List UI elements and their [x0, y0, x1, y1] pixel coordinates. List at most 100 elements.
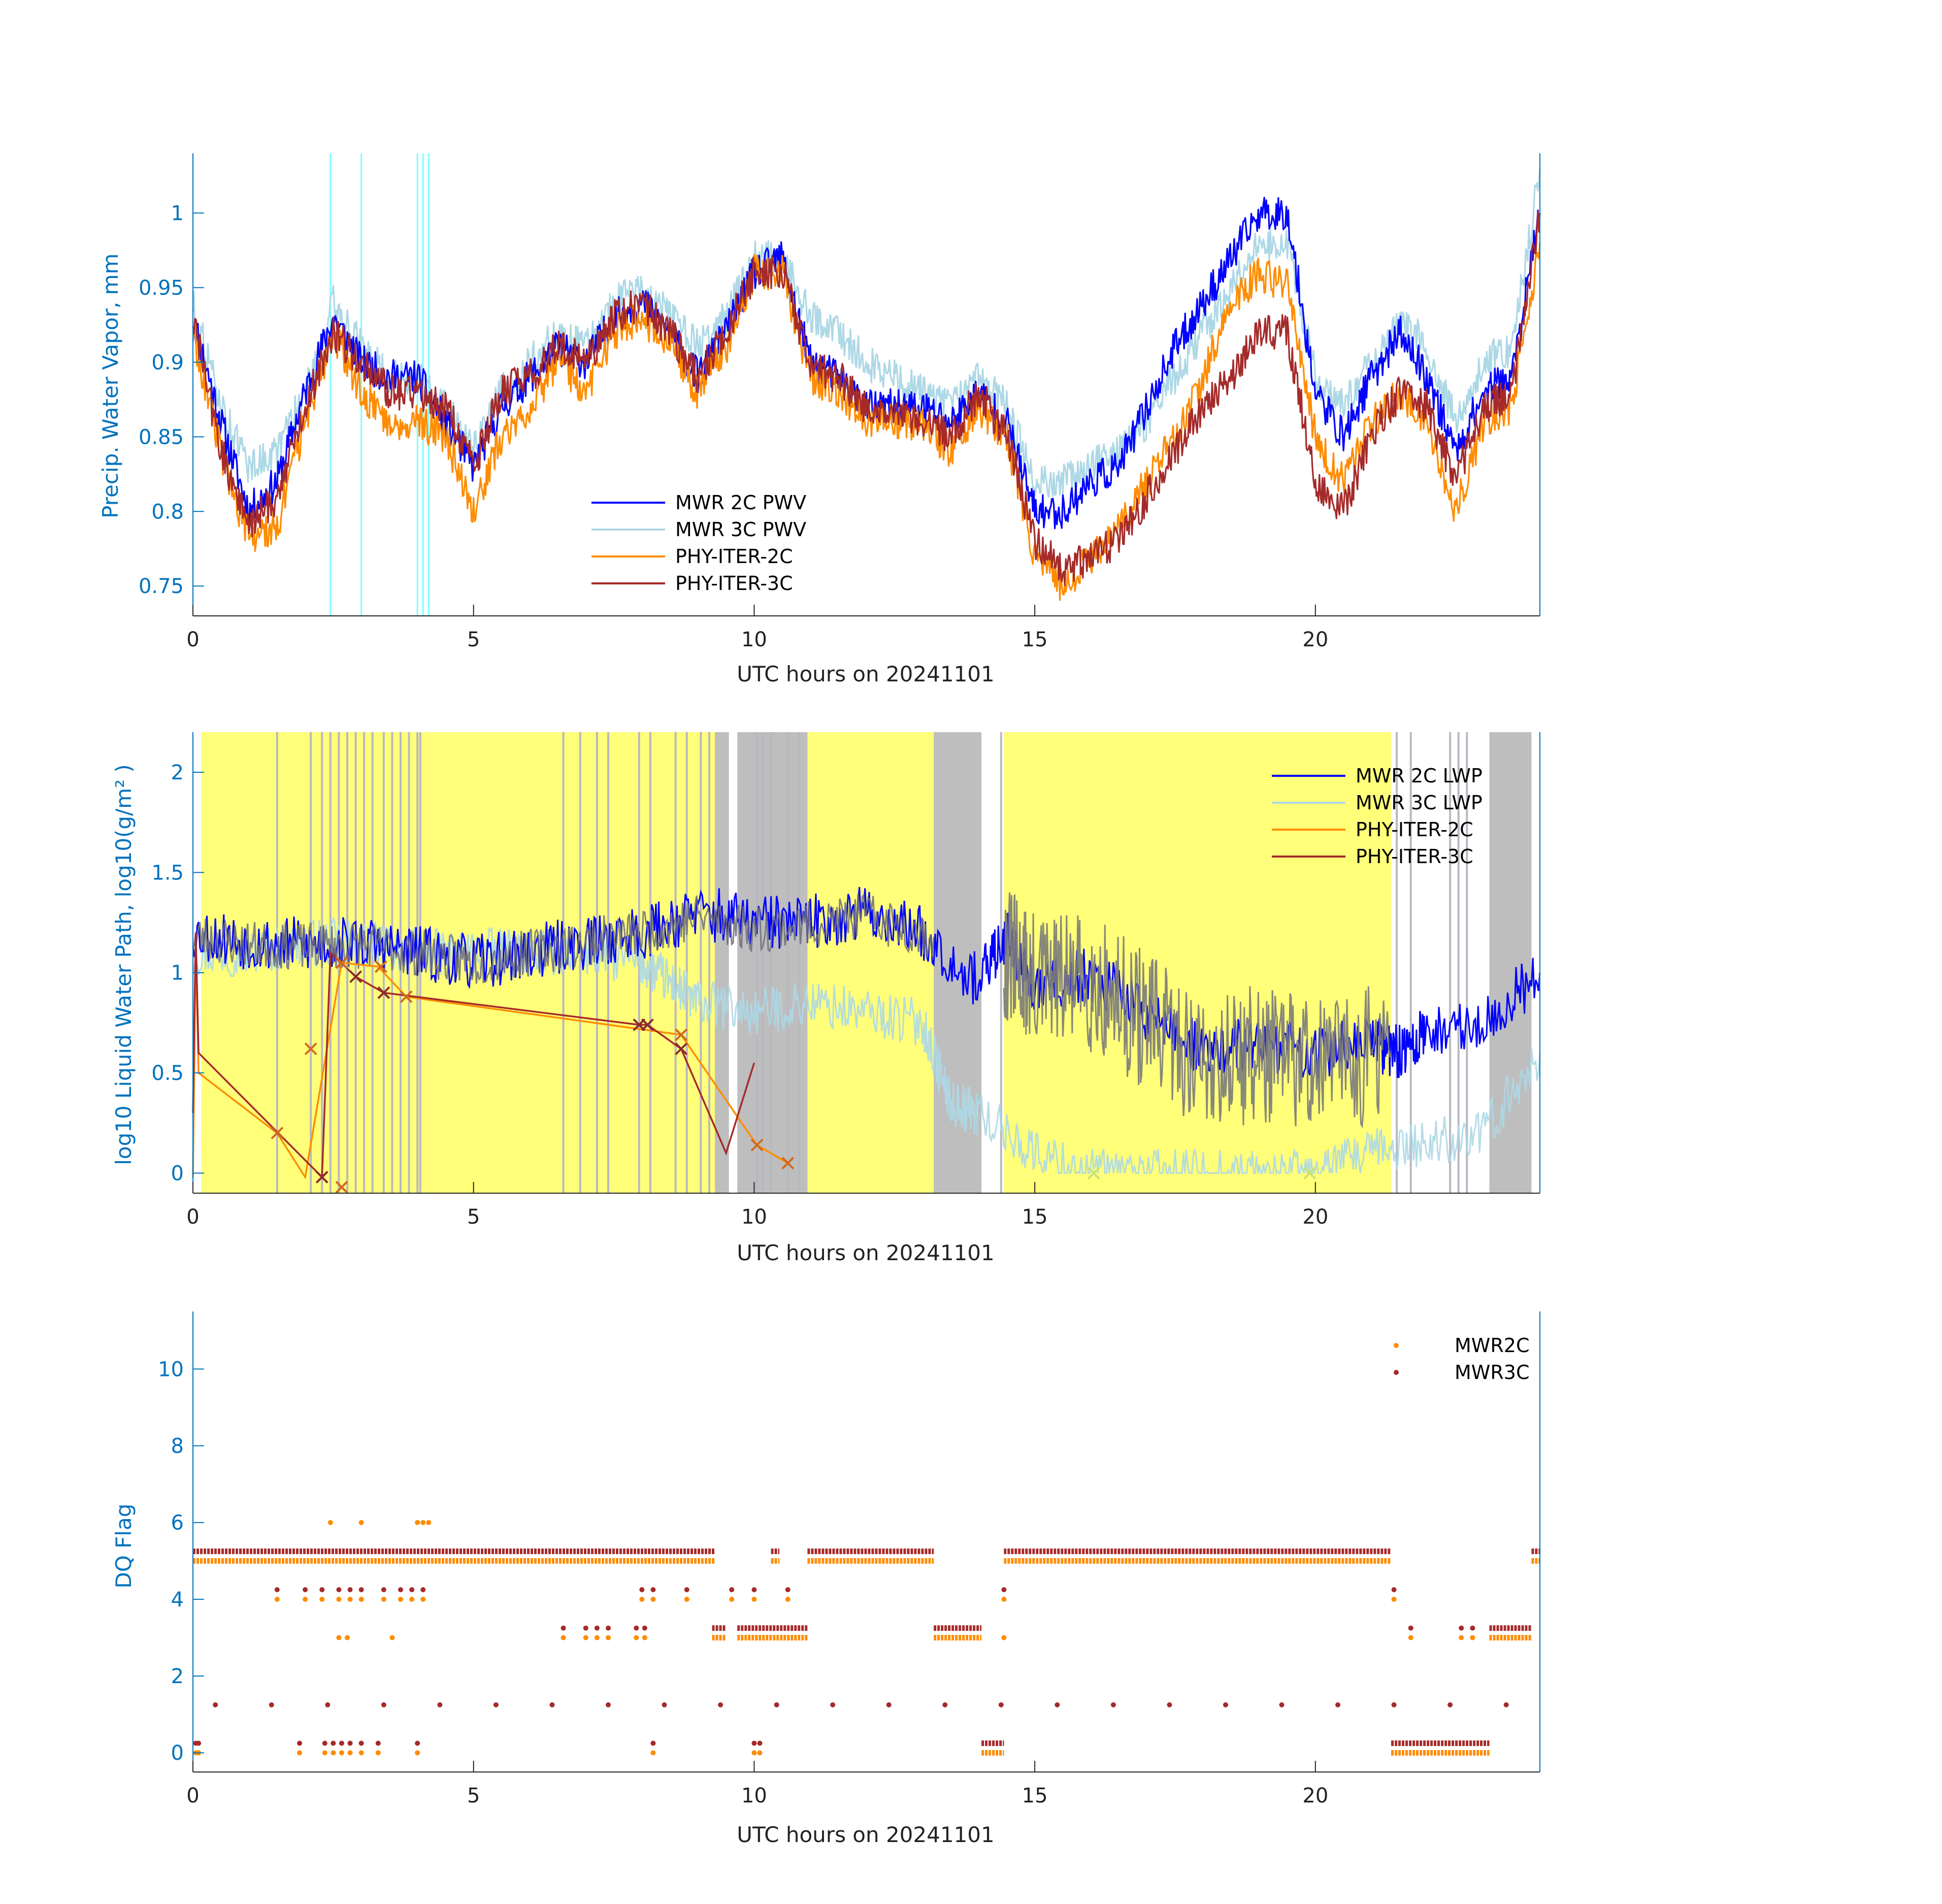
x-marker [781, 1157, 795, 1170]
shaded-overlay-line [1003, 893, 1392, 1129]
dq-series [193, 1520, 1540, 1756]
dq-point [415, 1741, 420, 1746]
x-marker [374, 960, 387, 973]
lwp-legend: MWR 2C LWP MWR 3C LWP PHY-ITER-2C PHY-ITER-… [1272, 765, 1483, 868]
dq-point [358, 1520, 364, 1525]
dq-point [331, 1750, 336, 1756]
dq-point [650, 1587, 656, 1592]
legend-label: MWR3C [1455, 1361, 1529, 1384]
dq-point [757, 1741, 763, 1746]
dq-point [650, 1750, 656, 1756]
dq-point [650, 1741, 656, 1746]
dq-panel: 0 5 10 15 20 0 2 4 6 8 10 UTC hours on 20241101 DQ… [111, 1311, 1540, 1847]
y-tick-label: 0.8 [151, 500, 184, 523]
dq-point [426, 1520, 432, 1525]
dq-point [322, 1741, 327, 1746]
legend-swatch [1394, 1343, 1399, 1348]
dq-point [297, 1741, 303, 1746]
dq-point [437, 1702, 443, 1708]
dq-point [274, 1587, 280, 1592]
x-tick-label: 5 [467, 1205, 480, 1229]
dq-point [662, 1702, 667, 1708]
dq-point [583, 1635, 588, 1640]
dq-point [729, 1587, 735, 1592]
x-marker [675, 1028, 688, 1041]
dq-point [331, 1741, 336, 1746]
y-tick-label: 0.85 [139, 425, 184, 449]
y-tick-label: 0.95 [139, 276, 184, 300]
pwv-x-axis-label: UTC hours on 20241101 [737, 662, 995, 686]
yellow-span [807, 732, 934, 1193]
dq-point [420, 1520, 426, 1525]
dq-point [319, 1587, 325, 1592]
y-tick-label: 8 [171, 1435, 184, 1458]
dq-point [774, 1702, 779, 1708]
y-tick-label: 0 [171, 1162, 184, 1186]
y-tick-label: 0.9 [151, 351, 184, 374]
dq-point [339, 1741, 344, 1746]
dq-point [751, 1587, 757, 1592]
pwv-y-axis-label: Precip. Water Vapor, mm [98, 253, 123, 518]
dq-point [322, 1750, 327, 1756]
x-marker [675, 1042, 688, 1056]
dq-point [639, 1596, 645, 1602]
dq-point [398, 1596, 404, 1602]
x-marker [271, 1127, 284, 1139]
dq-point [751, 1741, 757, 1746]
x-marker [315, 1171, 328, 1184]
series-line [192, 916, 1541, 1176]
y-tick-label: 2 [171, 761, 184, 784]
x-tick-label: 20 [1302, 628, 1328, 651]
dq-point [358, 1596, 364, 1602]
dq-point [594, 1625, 600, 1631]
lwp-series [192, 887, 1541, 1194]
dq-point [325, 1702, 331, 1708]
dq-point [1391, 1596, 1397, 1602]
dq-point [1001, 1587, 1007, 1592]
dq-point [1470, 1635, 1475, 1640]
dq-point [415, 1750, 420, 1756]
dq-point [1055, 1702, 1060, 1708]
pwv-legend: MWR 2C PWV MWR 3C PWV PHY-ITER-2C PHY-ITER-… [591, 491, 806, 595]
x-tick-label: 0 [186, 1205, 199, 1229]
dq-point [358, 1750, 364, 1756]
series-line [192, 168, 1541, 498]
dq-point [303, 1587, 308, 1592]
x-marker [1087, 1167, 1100, 1179]
dq-legend: MWR2C MWR3C [1394, 1334, 1529, 1384]
dq-point [344, 1635, 350, 1640]
legend-label: MWR2C [1455, 1334, 1529, 1357]
dq-point [594, 1635, 600, 1640]
dq-point [347, 1596, 353, 1602]
x-marker [349, 970, 362, 983]
y-tick-label: 6 [171, 1512, 184, 1535]
dq-point [751, 1750, 757, 1756]
dq-point [886, 1702, 892, 1708]
x-marker [335, 1180, 348, 1194]
dq-point [1391, 1587, 1397, 1592]
dq-point [381, 1596, 386, 1602]
dq-point [420, 1596, 426, 1602]
legend-label: MWR 2C PWV [675, 491, 806, 514]
dq-point [830, 1702, 836, 1708]
x-tick-label: 20 [1302, 1205, 1328, 1229]
dq-point [381, 1702, 386, 1708]
dq-point [606, 1625, 611, 1631]
lwp-axes: 0 5 10 15 20 0 0.5 1 1.5 2 [151, 732, 1540, 1229]
dq-point [942, 1702, 948, 1708]
legend-label: MWR 3C PWV [675, 518, 806, 541]
x-marker [1303, 1167, 1316, 1179]
dq-point [606, 1635, 611, 1640]
dq-point [549, 1702, 555, 1708]
series-line [192, 196, 1541, 530]
dq-point [336, 1587, 342, 1592]
x-tick-label: 10 [741, 1205, 767, 1229]
x-tick-label: 15 [1022, 1205, 1048, 1229]
x-tick-label: 0 [186, 1784, 199, 1808]
dq-point [757, 1750, 763, 1756]
x-marker [750, 1138, 764, 1152]
legend-swatch [1394, 1370, 1399, 1375]
dq-point [561, 1625, 566, 1631]
series-line [192, 211, 1541, 586]
